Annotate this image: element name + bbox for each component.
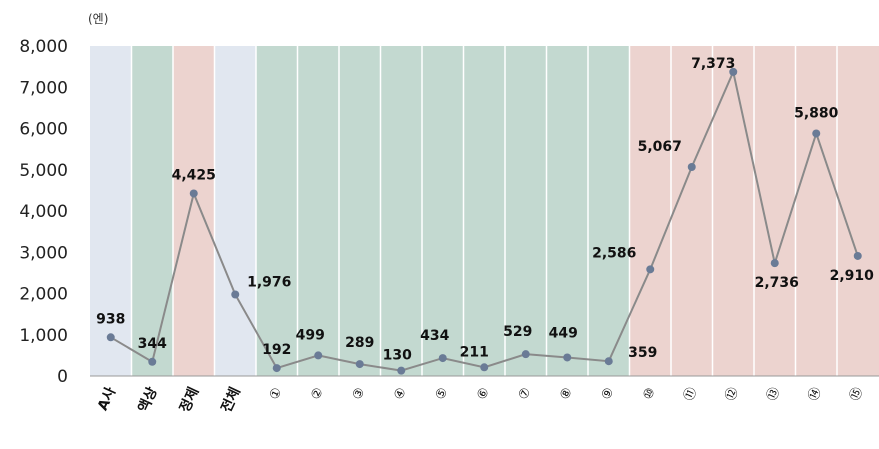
x-tick-label: ⑦ (516, 385, 535, 402)
data-point (604, 357, 613, 366)
data-point (189, 189, 198, 198)
y-tick-label: 1,000 (19, 326, 68, 346)
data-label: 2,736 (755, 275, 799, 291)
data-point (521, 350, 530, 359)
data-label: 2,910 (830, 268, 875, 284)
data-point (687, 162, 696, 171)
data-label: 434 (420, 328, 449, 344)
category-band (629, 46, 672, 376)
data-label: 7,373 (691, 56, 735, 72)
data-label: 359 (628, 345, 657, 361)
y-tick-label: 8,000 (19, 37, 68, 57)
category-band (463, 46, 506, 376)
data-label: 130 (383, 348, 412, 364)
data-label: 211 (460, 344, 489, 360)
category-band (173, 46, 215, 376)
data-label: 5,067 (638, 139, 682, 155)
category-band (214, 46, 257, 376)
y-tick-label: 4,000 (19, 202, 68, 222)
x-tick-label: ⑩ (640, 385, 659, 402)
x-tick-label: ⑫ (723, 385, 742, 403)
category-band (422, 46, 464, 376)
data-label: 344 (138, 336, 167, 352)
category-band (546, 46, 589, 376)
data-point (480, 363, 489, 372)
data-points (106, 67, 862, 375)
data-point (148, 357, 157, 366)
data-point (563, 353, 572, 362)
category-band (505, 46, 547, 376)
data-label: 499 (296, 327, 325, 343)
category-band (837, 46, 879, 376)
data-point (770, 259, 779, 268)
x-tick-label: ⑭ (806, 385, 825, 403)
data-point (853, 251, 862, 260)
data-label: 289 (345, 335, 374, 351)
y-axis-unit-label: (엔) (88, 12, 108, 26)
y-tick-label: 2,000 (19, 285, 68, 305)
x-tick-label: A사 (95, 385, 120, 413)
data-point (646, 265, 655, 274)
x-tick-label: ⑬ (764, 385, 783, 403)
data-point (812, 129, 821, 138)
x-axis-labels: A사 액상 정제 전체 ① ② ③ ④ ⑤ ⑥ ⑦ ⑧ ⑨ ⑩ ⑪ ⑫ ⑬ ⑭ ⑮ (95, 384, 867, 415)
y-tick-label: 7,000 (19, 78, 68, 98)
data-label: 4,425 (172, 167, 216, 183)
data-point (355, 360, 364, 369)
x-tick-label: ⑨ (599, 385, 618, 402)
x-tick-label: ② (308, 385, 327, 402)
category-band (795, 46, 838, 376)
category-band (256, 46, 298, 376)
data-label: 5,880 (794, 105, 839, 121)
category-band (131, 46, 174, 376)
data-point (397, 366, 406, 375)
category-band (588, 46, 630, 376)
category-band (712, 46, 755, 376)
data-point (314, 351, 323, 360)
x-tick-label: 액상 (135, 384, 161, 415)
data-point (729, 67, 738, 76)
y-tick-label: 0 (57, 367, 68, 387)
data-label: 192 (262, 342, 291, 358)
data-labels: 938 344 4,425 1,976 192 499 289 130 434 211 529 449… (96, 56, 874, 364)
y-tick-label: 6,000 (19, 120, 68, 140)
data-point (438, 354, 447, 363)
data-point (231, 290, 240, 299)
x-tick-label: ⑧ (557, 385, 576, 402)
x-tick-label: ④ (391, 385, 410, 402)
data-label: 2,586 (592, 245, 636, 261)
data-point (106, 333, 115, 342)
data-label: 1,976 (247, 274, 291, 290)
category-band (754, 46, 796, 376)
x-tick-label: ⑥ (474, 385, 493, 402)
x-tick-label: ① (267, 385, 286, 402)
y-tick-label: 3,000 (19, 243, 68, 263)
y-axis-ticks: 0 1,000 2,000 3,000 4,000 5,000 6,000 7,000 8,00… (19, 37, 68, 387)
data-point (272, 364, 281, 373)
background-bands (90, 46, 879, 376)
x-tick-label: 전체 (218, 385, 244, 416)
data-label: 938 (96, 311, 125, 327)
band-separators (130, 46, 838, 376)
category-band (297, 46, 340, 376)
data-label: 449 (549, 325, 578, 341)
x-tick-label: 정제 (176, 385, 202, 416)
category-band (671, 46, 713, 376)
category-band (339, 46, 381, 376)
category-band (380, 46, 423, 376)
x-tick-label: ③ (350, 385, 369, 402)
y-tick-label: 5,000 (19, 161, 68, 181)
data-label: 529 (503, 324, 532, 340)
category-band (90, 46, 132, 376)
x-tick-label: ⑮ (847, 385, 866, 403)
x-tick-label: ⑤ (433, 385, 452, 402)
x-tick-label: ⑪ (681, 385, 700, 403)
